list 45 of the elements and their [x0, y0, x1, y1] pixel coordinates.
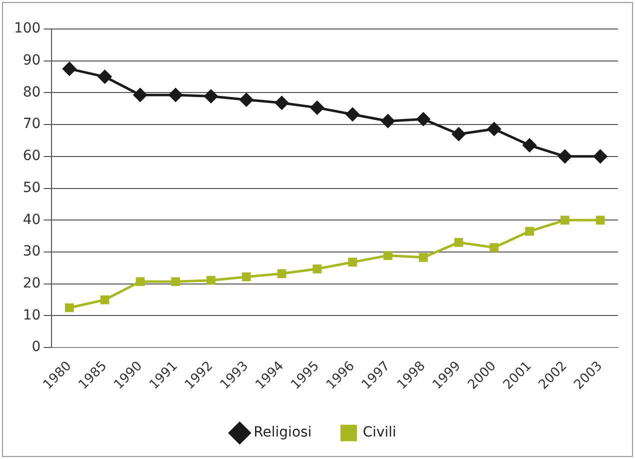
point [100, 295, 110, 304]
point [381, 114, 395, 128]
y-tick-label: 60 [22, 148, 41, 164]
point [171, 277, 180, 286]
y-tick-label: 90 [22, 52, 41, 68]
point [560, 216, 570, 225]
point [596, 216, 605, 225]
point [204, 89, 218, 103]
point [522, 138, 536, 152]
y-tick-label: 80 [22, 84, 41, 100]
point [240, 92, 254, 106]
point [346, 108, 360, 122]
point [310, 100, 324, 114]
point [242, 272, 251, 282]
point [275, 96, 289, 110]
point [487, 122, 501, 136]
point [312, 264, 322, 274]
point [490, 243, 499, 252]
point [558, 150, 572, 164]
point [384, 251, 392, 260]
y-tick-label: 0 [32, 339, 41, 356]
y-tick-label: 30 [22, 244, 41, 260]
point [133, 88, 147, 102]
point [418, 252, 428, 262]
point [525, 226, 534, 236]
y-tick-label: 100 [14, 20, 41, 37]
point [168, 88, 182, 102]
point [98, 70, 112, 84]
point [136, 277, 145, 286]
point [452, 127, 466, 141]
point [64, 303, 74, 312]
point [62, 62, 76, 76]
point [416, 112, 430, 126]
point [454, 238, 464, 247]
point [277, 269, 286, 278]
y-tick-label: 20 [22, 276, 41, 292]
point [348, 258, 357, 267]
y-tick-label: 70 [22, 116, 41, 132]
y-tick-label: 10 [22, 307, 41, 324]
legend-label: Civili [362, 424, 396, 441]
y-tick-label: 50 [22, 180, 41, 196]
point [594, 150, 608, 164]
point [206, 276, 216, 285]
y-tick-label: 40 [22, 212, 41, 228]
legend-label: Religiosi [254, 424, 312, 441]
